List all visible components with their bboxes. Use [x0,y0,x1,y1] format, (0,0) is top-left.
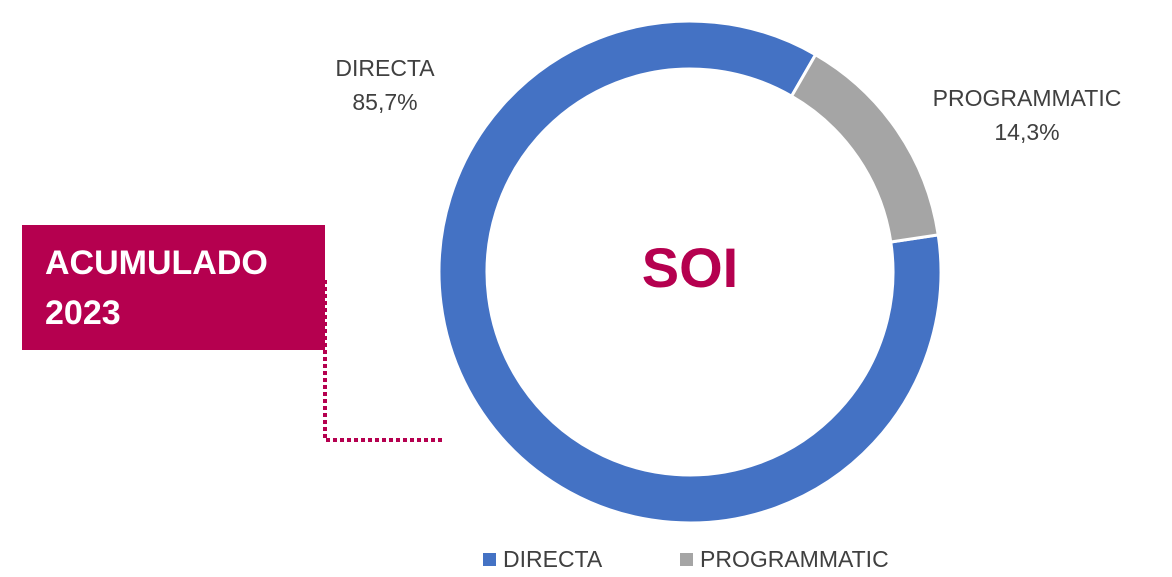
legend-swatch [680,553,693,566]
center-text: SOI [642,236,738,299]
legend-swatch [483,553,496,566]
donut-segment [789,52,940,244]
annotation-box [22,225,325,350]
legend-label: PROGRAMMATIC [700,546,889,572]
annotation-line: ACUMULADO [45,244,268,282]
donut-segment [437,19,943,525]
data-value-label: 85,7% [352,89,417,115]
data-value-label: 14,3% [994,119,1059,145]
data-category-label: DIRECTA [335,55,435,81]
legend-label: DIRECTA [503,546,603,572]
data-category-label: PROGRAMMATIC [933,85,1122,111]
annotation-connector [323,280,445,442]
annotation-line: 2023 [45,294,121,332]
